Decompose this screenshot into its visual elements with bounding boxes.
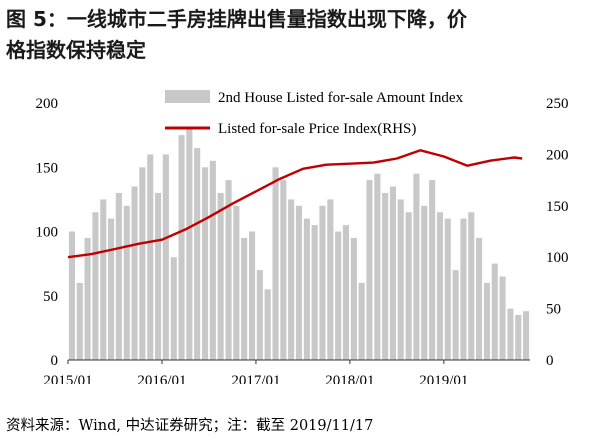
bar-series-group [68, 128, 530, 361]
bar-2017-06 [295, 205, 302, 360]
bar-2019-02 [452, 270, 459, 360]
y-left-tick-100: 100 [36, 225, 59, 241]
bar-2019-06 [483, 282, 490, 360]
bar-2015-08 [123, 205, 130, 360]
bar-2018-09 [413, 173, 420, 360]
bar-2019-08 [499, 276, 506, 360]
bar-2017-10 [327, 199, 334, 360]
axes-group: 0 50 100 150 200 0 50 100 150 200 250 2015/01 2016/0… [36, 96, 569, 384]
bar-2018-06 [389, 186, 396, 360]
bar-2017-12 [342, 225, 349, 360]
bar-2019-07 [491, 263, 498, 360]
legend-label-bar: 2nd House Listed for-sale Amount Index [218, 90, 464, 106]
bar-2018-02 [358, 282, 365, 360]
chart-title: 图 5：一线城市二手房挂牌出售量指数出现下降，价 格指数保持稳定 [6, 4, 586, 66]
bar-2015-05 [100, 199, 107, 360]
bar-2019-10 [515, 315, 522, 360]
y-right-tick-100: 100 [546, 250, 569, 266]
legend-label-line: Listed for-sale Price Index(RHS) [218, 121, 416, 137]
legend: 2nd House Listed for-sale Amount Index Li… [165, 90, 464, 137]
bar-2017-08 [311, 225, 318, 360]
bar-2015-01 [68, 231, 75, 360]
x-tick-2018/01: 2018/01 [325, 373, 374, 384]
chart-area: 0 50 100 150 200 0 50 100 150 200 250 2015/01 2016/0… [36, 90, 569, 384]
x-tick-2017/01: 2017/01 [231, 373, 280, 384]
bar-2017-09 [319, 205, 326, 360]
bar-2018-10 [421, 205, 428, 360]
y-left-tick-0: 0 [51, 353, 59, 369]
bar-2019-01 [444, 218, 451, 360]
line-price-index [67, 149, 523, 259]
bar-2019-09 [507, 308, 514, 360]
bar-2018-03 [366, 180, 373, 360]
bar-2016-01 [162, 154, 169, 360]
bar-2017-07 [303, 218, 310, 360]
bar-2015-04 [92, 212, 99, 360]
y-right-tick-150: 150 [546, 199, 569, 215]
bar-2016-11 [241, 237, 248, 360]
title-line-2: 格指数保持稳定 [6, 38, 146, 62]
bar-2016-07 [209, 160, 216, 360]
bar-2015-06 [108, 218, 115, 360]
bar-2015-11 [147, 154, 154, 360]
bar-2019-11 [523, 311, 530, 360]
bar-2015-10 [139, 167, 146, 361]
x-tick-2015/01: 2015/01 [43, 373, 92, 384]
bar-2019-04 [468, 212, 475, 360]
bar-2019-03 [460, 218, 467, 360]
y-left-tick-150: 150 [36, 160, 59, 176]
bar-2017-03 [272, 167, 279, 361]
bar-2016-12 [249, 231, 256, 360]
bar-2017-01 [256, 270, 263, 360]
bar-2018-12 [436, 212, 443, 360]
bar-2015-09 [131, 186, 138, 360]
legend-swatch-bar [165, 90, 210, 103]
y-right-tick-50: 50 [546, 302, 561, 318]
bar-2015-07 [115, 192, 122, 360]
title-line-1: 图 5：一线城市二手房挂牌出售量指数出现下降，价 [6, 7, 467, 31]
bar-2019-05 [476, 237, 483, 360]
bar-2017-02 [264, 289, 271, 360]
source-note: 资料来源：Wind, 中达证券研究；注：截至 2019/11/17 [6, 418, 374, 434]
bar-2018-07 [397, 199, 404, 360]
bar-2017-11 [335, 231, 342, 360]
bar-2018-05 [382, 192, 389, 360]
bar-2016-03 [178, 135, 185, 360]
bar-2018-04 [374, 173, 381, 360]
bar-2017-05 [288, 199, 295, 360]
bar-2018-11 [429, 180, 436, 360]
bar-2017-04 [280, 180, 287, 360]
x-tick-2016/01: 2016/01 [137, 373, 186, 384]
y-right-tick-0: 0 [546, 353, 554, 369]
y-right-tick-200: 200 [546, 147, 569, 163]
line-series-group [67, 149, 523, 259]
bar-2016-02 [170, 257, 177, 360]
y-left-tick-200: 200 [36, 96, 59, 112]
y-right-tick-250: 250 [546, 96, 569, 112]
bar-2015-12 [155, 192, 162, 360]
bar-2016-04 [186, 128, 193, 360]
bar-2016-08 [217, 192, 224, 360]
bar-2018-01 [350, 237, 357, 360]
y-left-tick-50: 50 [43, 289, 58, 305]
bar-2016-06 [202, 167, 209, 361]
bar-2015-03 [84, 237, 91, 360]
x-tick-2019/01: 2019/01 [419, 373, 468, 384]
bar-2018-08 [405, 212, 412, 360]
bar-2016-05 [194, 148, 201, 360]
bar-2016-09 [225, 180, 232, 360]
bar-2016-10 [233, 205, 240, 360]
bar-2015-02 [76, 282, 83, 360]
